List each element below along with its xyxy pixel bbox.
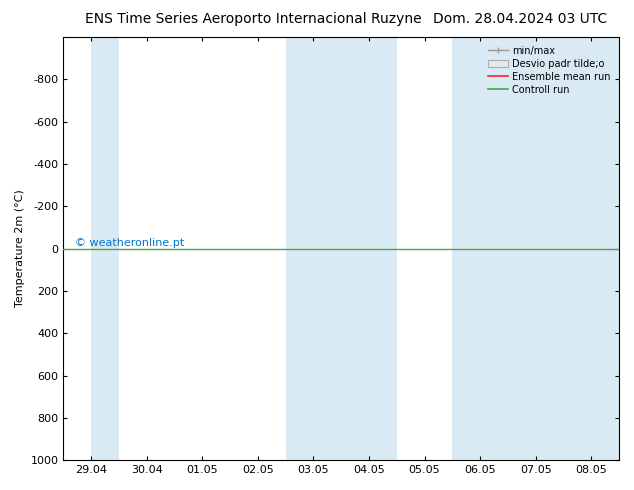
Legend: min/max, Desvio padr tilde;o, Ensemble mean run, Controll run: min/max, Desvio padr tilde;o, Ensemble m… [484,42,614,98]
Bar [91,37,119,460]
Bar [286,37,397,460]
Text: Dom. 28.04.2024 03 UTC: Dom. 28.04.2024 03 UTC [433,12,607,26]
Text: ENS Time Series Aeroporto Internacional Ruzyne: ENS Time Series Aeroporto Internacional … [86,12,422,26]
Text: © weatheronline.pt: © weatheronline.pt [75,238,184,248]
Bar [452,37,619,460]
Y-axis label: Temperature 2m (°C): Temperature 2m (°C) [15,190,25,307]
